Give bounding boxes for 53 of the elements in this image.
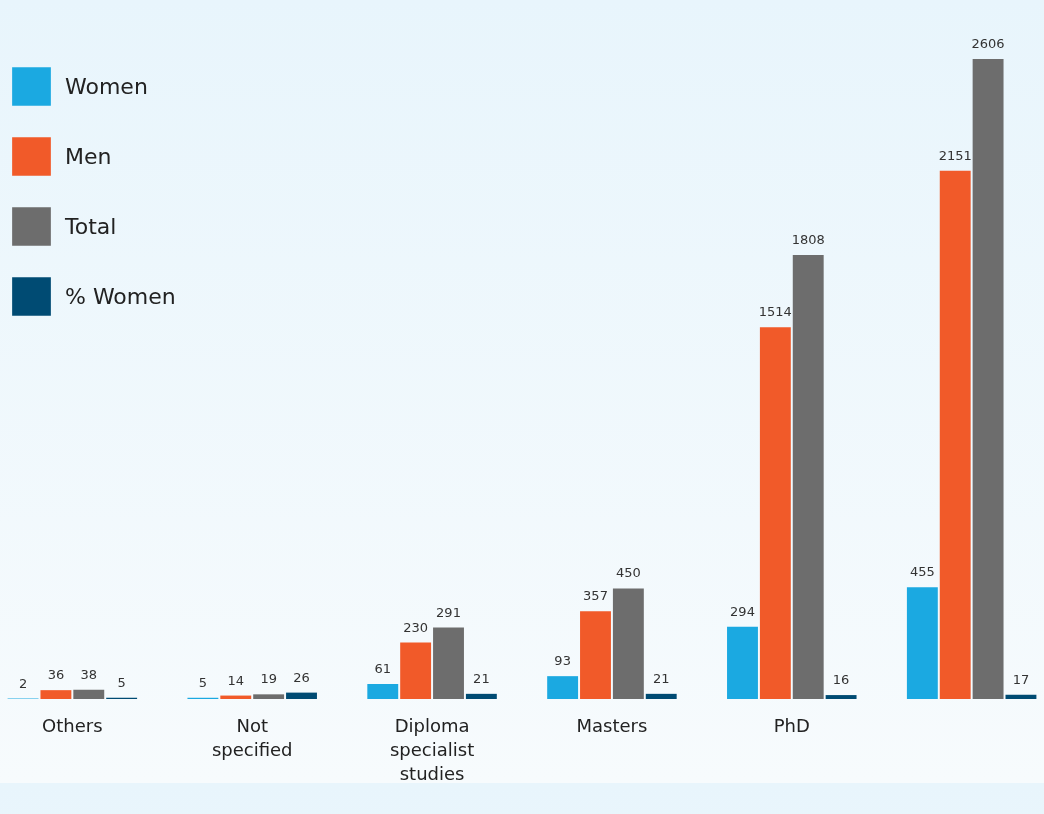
bar xyxy=(939,170,971,699)
bar xyxy=(727,626,758,699)
bar xyxy=(792,254,824,699)
bar xyxy=(612,588,644,699)
data-label: 2 xyxy=(18,675,28,691)
data-label: 2606 xyxy=(971,36,1005,51)
bar xyxy=(253,694,285,699)
x-tick-label: PhD xyxy=(773,714,810,736)
data-label: 450 xyxy=(615,565,641,581)
data-label: 1808 xyxy=(791,231,825,247)
x-tick-label: Others xyxy=(42,714,103,736)
data-label: 1514 xyxy=(758,304,792,320)
data-label: 21 xyxy=(473,670,490,686)
bar xyxy=(972,59,1004,699)
bar xyxy=(367,684,399,699)
data-label: 16 xyxy=(832,672,850,688)
bar xyxy=(465,693,497,699)
bar xyxy=(645,693,677,699)
data-label: 2151 xyxy=(938,147,972,163)
data-label: 5 xyxy=(198,674,208,690)
data-label: 93 xyxy=(554,653,571,669)
data-label: 14 xyxy=(227,672,245,688)
data-label: 61 xyxy=(374,661,392,677)
data-label: 294 xyxy=(730,603,755,619)
bar xyxy=(1005,694,1037,699)
bar xyxy=(433,627,464,699)
data-label: 291 xyxy=(436,604,461,620)
bar xyxy=(580,611,611,699)
bar xyxy=(400,642,432,699)
data-label: 21 xyxy=(652,670,670,686)
bar xyxy=(825,695,857,699)
data-label: 455 xyxy=(909,564,935,580)
bar xyxy=(40,690,72,699)
legend-label: Men xyxy=(65,143,112,169)
data-label: 19 xyxy=(260,671,277,687)
bar xyxy=(906,587,938,699)
x-tick-label: Not specified xyxy=(211,714,293,760)
bar xyxy=(286,692,317,699)
x-tick-label: Masters xyxy=(576,714,648,736)
legend-label: % Women xyxy=(65,283,176,309)
data-label: 17 xyxy=(1012,671,1030,687)
bar xyxy=(73,689,105,699)
bar xyxy=(759,327,791,699)
data-label: 26 xyxy=(293,669,310,685)
data-label: 5 xyxy=(117,674,126,690)
legend-label: Total xyxy=(64,213,117,239)
data-label: 36 xyxy=(47,667,65,683)
data-label: 38 xyxy=(80,666,98,682)
legend-label: Women xyxy=(65,73,148,99)
data-label: 230 xyxy=(403,619,429,635)
data-label: 357 xyxy=(583,588,608,604)
x-tick-label: Diploma specialist studies xyxy=(389,714,475,784)
bar xyxy=(547,676,579,699)
